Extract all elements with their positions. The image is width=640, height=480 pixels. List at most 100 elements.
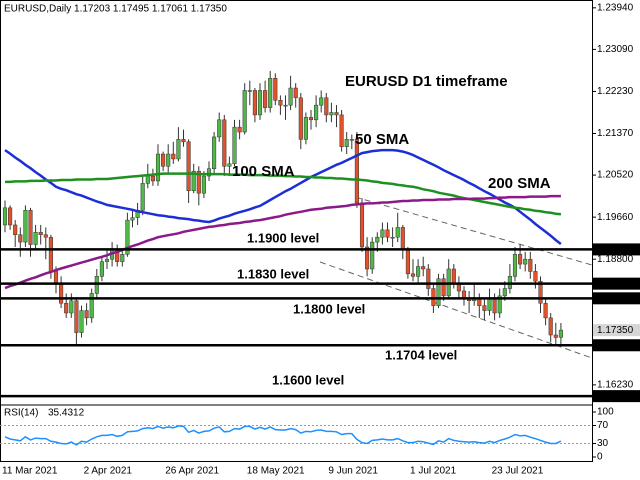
price-box bbox=[593, 339, 640, 352]
candle-body bbox=[441, 278, 446, 297]
candle-body bbox=[385, 229, 390, 238]
rsi-tick-label: 30 bbox=[597, 438, 609, 449]
candle-body bbox=[344, 139, 349, 147]
candle-body bbox=[538, 280, 543, 304]
candle-body bbox=[324, 97, 329, 116]
last-price-label: 1.17350 bbox=[597, 325, 634, 336]
candle-body bbox=[242, 90, 247, 133]
price-box-label: 1.18000 bbox=[597, 293, 634, 304]
candle-body bbox=[150, 175, 155, 182]
candle-body bbox=[166, 153, 171, 167]
chart-header: EURUSD,Daily 1.17203 1.17495 1.17061 1.1… bbox=[4, 4, 227, 15]
x-tick-label: 11 Mar 2021 bbox=[2, 466, 58, 477]
candle-body bbox=[365, 246, 370, 270]
candle-body bbox=[186, 141, 191, 191]
candle-body bbox=[232, 126, 237, 165]
candle-body bbox=[247, 90, 252, 92]
candle-body bbox=[227, 163, 232, 167]
chart-title: EURUSD D1 timeframe bbox=[345, 73, 508, 90]
y-tick-label: 1.22230 bbox=[597, 86, 634, 97]
y-tick-label: 1.23090 bbox=[597, 44, 634, 55]
candle-body bbox=[64, 302, 69, 314]
candle-body bbox=[354, 139, 359, 204]
rsi-name: RSI(14) bbox=[4, 408, 38, 419]
candle-body bbox=[104, 258, 110, 262]
candle-body bbox=[349, 139, 354, 141]
candle-body bbox=[370, 241, 375, 270]
candle-body bbox=[161, 153, 166, 167]
candle-body bbox=[395, 227, 400, 238]
candle-body bbox=[319, 97, 324, 106]
y-tick-label: 1.21370 bbox=[597, 128, 634, 139]
candle-body bbox=[191, 170, 196, 191]
candle-body bbox=[492, 298, 497, 314]
candle-body bbox=[390, 236, 395, 239]
price-box-label: 1.16000 bbox=[597, 391, 634, 402]
candle-body bbox=[222, 119, 227, 167]
candle-body bbox=[405, 249, 410, 275]
candle-body bbox=[288, 87, 293, 106]
rsi-tick-label: 70 bbox=[597, 420, 609, 431]
candle-body bbox=[69, 300, 74, 314]
candle-body bbox=[548, 317, 553, 336]
level-label: 1.1704 level bbox=[385, 347, 457, 362]
candle-body bbox=[212, 136, 217, 169]
rsi-tick-label: 0 bbox=[597, 452, 603, 463]
candle-body bbox=[400, 227, 405, 250]
candle-body bbox=[451, 268, 456, 284]
candle-body bbox=[533, 271, 538, 282]
candle-body bbox=[13, 224, 18, 235]
y-tick-label: 1.20520 bbox=[597, 170, 634, 181]
sma-label: 100 SMA bbox=[232, 163, 295, 180]
candle-body bbox=[416, 266, 421, 277]
price-box-label: 1.17040 bbox=[597, 340, 634, 351]
price-box bbox=[593, 277, 640, 290]
candle-body bbox=[528, 258, 533, 272]
rsi-line bbox=[4, 425, 562, 446]
candle-body bbox=[23, 210, 28, 243]
candle-body bbox=[497, 295, 502, 314]
candle-body bbox=[257, 90, 263, 116]
x-tick-label: 26 Apr 2021 bbox=[165, 466, 219, 477]
candle-body bbox=[523, 258, 528, 265]
x-tick-label: 2 Apr 2021 bbox=[84, 466, 133, 477]
candle-body bbox=[84, 310, 89, 319]
candle-body bbox=[2, 207, 8, 226]
candle-body bbox=[303, 117, 308, 140]
candle-body bbox=[375, 236, 380, 243]
price-box bbox=[593, 243, 640, 256]
candle-body bbox=[518, 254, 523, 265]
candle-body bbox=[273, 77, 278, 101]
candle-body bbox=[426, 268, 431, 289]
level-label: 1.1600 level bbox=[272, 372, 344, 387]
candle-body bbox=[8, 207, 13, 226]
rsi-value: 35.4312 bbox=[48, 408, 85, 419]
marks bbox=[2, 70, 563, 345]
candle-body bbox=[329, 112, 334, 116]
plot-frame bbox=[0, 0, 593, 462]
candle-body bbox=[436, 278, 441, 306]
price-box bbox=[593, 390, 640, 403]
candle-body bbox=[140, 183, 145, 211]
candle-body bbox=[217, 119, 222, 138]
candle-body bbox=[155, 153, 161, 182]
candle-body bbox=[298, 97, 303, 140]
candle-body bbox=[201, 175, 206, 194]
level-label: 1.1830 level bbox=[237, 266, 309, 281]
y-tick-label: 1.18800 bbox=[597, 254, 634, 265]
candle-body bbox=[18, 234, 23, 243]
level-label: 1.1900 level bbox=[247, 230, 319, 245]
candle-body bbox=[99, 261, 104, 277]
candle-body bbox=[268, 77, 273, 108]
candle-body bbox=[48, 236, 53, 272]
rsi-tick-label: 100 bbox=[597, 407, 614, 418]
candle-body bbox=[482, 305, 487, 311]
candle-body bbox=[283, 104, 288, 107]
price-box bbox=[593, 292, 640, 305]
candle-body bbox=[79, 310, 84, 333]
candle-body bbox=[487, 298, 492, 311]
candle-body bbox=[558, 329, 563, 338]
candle-body bbox=[53, 271, 59, 284]
channel-line bbox=[319, 261, 593, 359]
candle-body bbox=[308, 117, 314, 121]
